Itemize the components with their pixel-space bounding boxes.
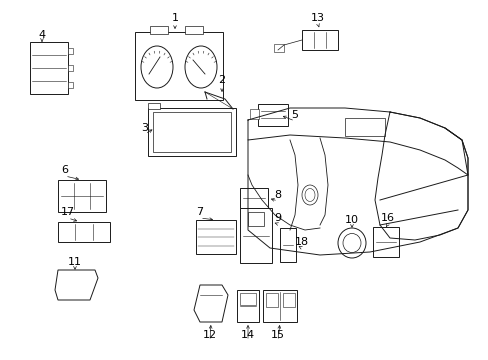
Text: 18: 18 bbox=[294, 237, 308, 247]
FancyBboxPatch shape bbox=[148, 108, 236, 156]
FancyBboxPatch shape bbox=[237, 290, 259, 322]
Text: 3: 3 bbox=[141, 123, 148, 133]
FancyBboxPatch shape bbox=[58, 222, 110, 242]
Text: 1: 1 bbox=[171, 13, 178, 23]
FancyBboxPatch shape bbox=[258, 104, 287, 126]
FancyBboxPatch shape bbox=[372, 227, 398, 257]
FancyBboxPatch shape bbox=[283, 293, 294, 307]
FancyBboxPatch shape bbox=[345, 118, 384, 136]
Text: 17: 17 bbox=[61, 207, 75, 217]
Text: 13: 13 bbox=[310, 13, 325, 23]
FancyBboxPatch shape bbox=[265, 293, 278, 307]
Ellipse shape bbox=[184, 46, 217, 88]
FancyBboxPatch shape bbox=[68, 65, 73, 71]
FancyBboxPatch shape bbox=[196, 220, 236, 254]
FancyBboxPatch shape bbox=[184, 26, 203, 34]
Text: 5: 5 bbox=[291, 110, 298, 120]
Text: 11: 11 bbox=[68, 257, 82, 267]
Ellipse shape bbox=[305, 189, 314, 202]
FancyBboxPatch shape bbox=[150, 26, 168, 34]
FancyBboxPatch shape bbox=[240, 293, 256, 305]
Ellipse shape bbox=[302, 185, 317, 205]
Text: 7: 7 bbox=[196, 207, 203, 217]
Text: 9: 9 bbox=[274, 213, 281, 223]
FancyBboxPatch shape bbox=[153, 112, 230, 152]
FancyBboxPatch shape bbox=[30, 42, 68, 94]
FancyBboxPatch shape bbox=[280, 228, 295, 262]
Text: 15: 15 bbox=[270, 330, 285, 340]
Text: 14: 14 bbox=[241, 330, 255, 340]
FancyBboxPatch shape bbox=[148, 103, 160, 109]
FancyBboxPatch shape bbox=[263, 290, 296, 322]
FancyBboxPatch shape bbox=[302, 30, 337, 50]
FancyBboxPatch shape bbox=[68, 82, 73, 88]
FancyBboxPatch shape bbox=[135, 32, 223, 100]
Text: 16: 16 bbox=[380, 213, 394, 223]
FancyBboxPatch shape bbox=[240, 188, 267, 208]
Text: 4: 4 bbox=[39, 30, 45, 40]
Text: 8: 8 bbox=[274, 190, 281, 200]
Ellipse shape bbox=[342, 234, 360, 252]
Ellipse shape bbox=[337, 228, 365, 258]
Text: 12: 12 bbox=[203, 330, 217, 340]
Text: 6: 6 bbox=[61, 165, 68, 175]
Ellipse shape bbox=[141, 46, 173, 88]
FancyBboxPatch shape bbox=[68, 48, 73, 54]
FancyBboxPatch shape bbox=[58, 180, 106, 212]
FancyBboxPatch shape bbox=[249, 109, 259, 119]
Text: 10: 10 bbox=[345, 215, 358, 225]
FancyBboxPatch shape bbox=[247, 212, 264, 226]
Text: 2: 2 bbox=[218, 75, 225, 85]
FancyBboxPatch shape bbox=[240, 208, 271, 263]
FancyBboxPatch shape bbox=[273, 44, 284, 52]
